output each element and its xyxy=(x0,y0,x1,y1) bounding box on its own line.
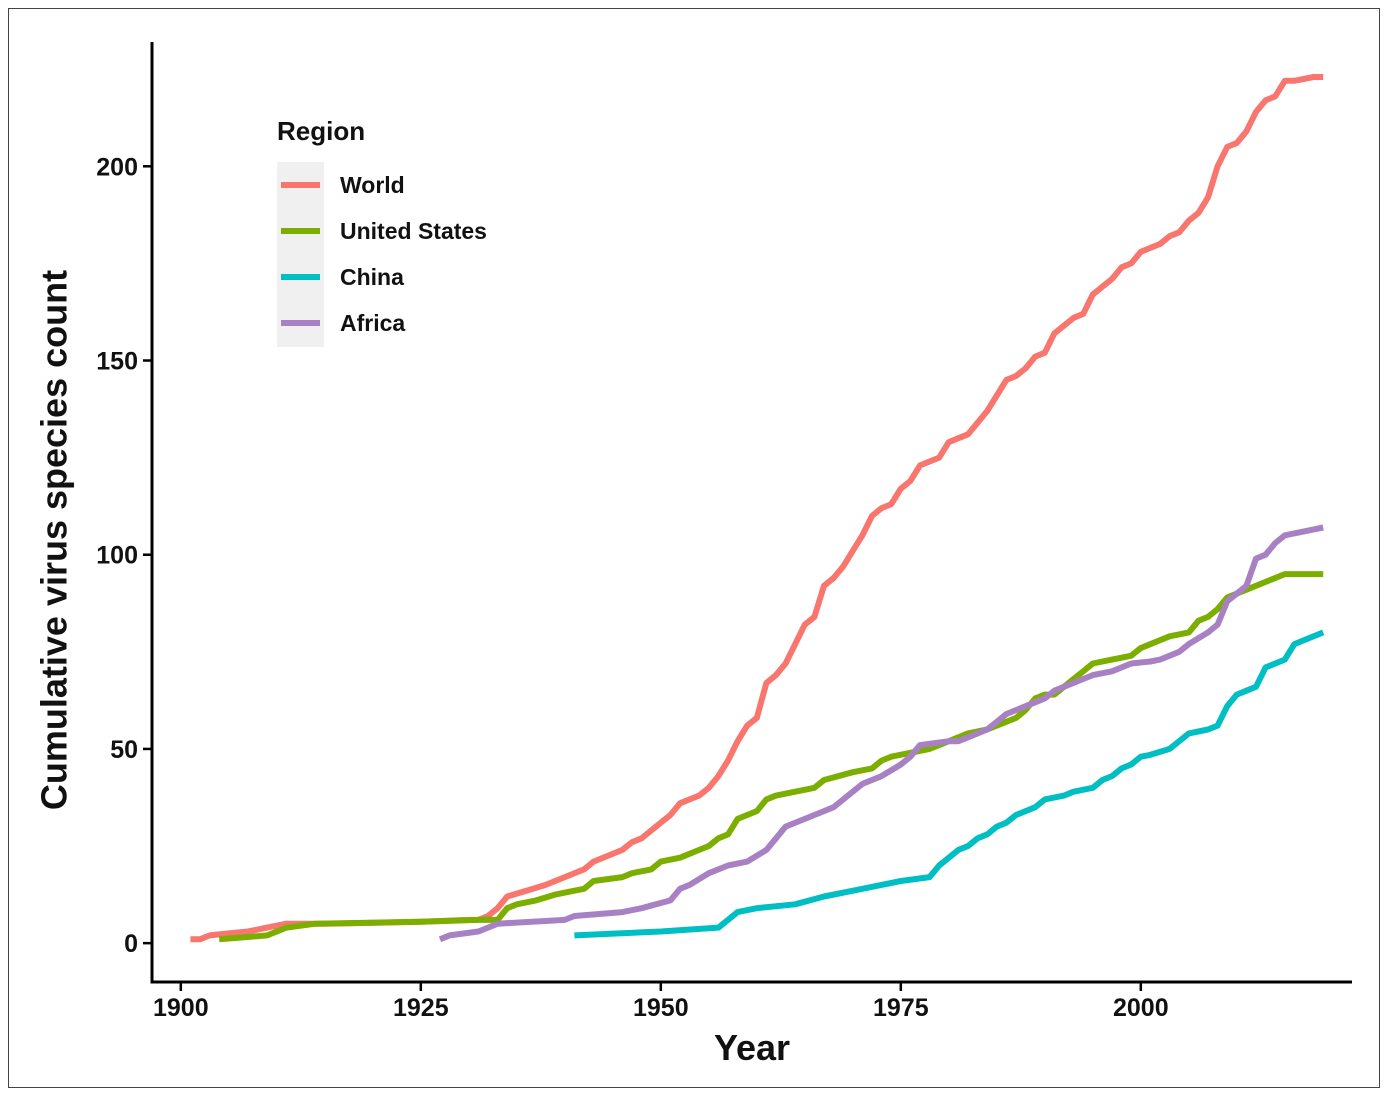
y-axis-title: Cumulative virus species count xyxy=(34,270,75,810)
series-line-united-states xyxy=(218,571,1324,943)
series-lines xyxy=(190,74,1325,943)
x-tick-label: 1975 xyxy=(873,994,929,1022)
series-line-world xyxy=(190,74,1324,943)
x-tick-label: 2000 xyxy=(1113,994,1169,1022)
figure-frame xyxy=(8,8,1380,1088)
legend-label-world: World xyxy=(340,172,405,198)
axes: 1900 1925 1950 1975 2000 0 50 100 150 200 Year Cumu… xyxy=(34,42,1352,1068)
y-tick-label: 200 xyxy=(96,153,138,181)
legend-label-china: China xyxy=(340,264,404,290)
legend-title: Region xyxy=(277,116,365,146)
y-tick-label: 150 xyxy=(96,348,138,376)
series-line-china xyxy=(574,629,1325,939)
y-tick-label: 100 xyxy=(96,542,138,570)
legend: Region World United States China Africa xyxy=(277,116,487,347)
x-tick-label: 1925 xyxy=(393,994,449,1022)
legend-label-africa: Africa xyxy=(340,310,405,336)
y-tick-label: 50 xyxy=(110,736,138,764)
legend-key-background xyxy=(277,162,324,347)
legend-label-united-states: United States xyxy=(340,218,487,244)
y-tick-label: 0 xyxy=(124,930,138,958)
series-line-africa xyxy=(438,524,1324,943)
x-tick-label: 1950 xyxy=(633,994,689,1022)
x-tick-label: 1900 xyxy=(153,994,209,1022)
x-axis-title: Year xyxy=(714,1027,790,1068)
